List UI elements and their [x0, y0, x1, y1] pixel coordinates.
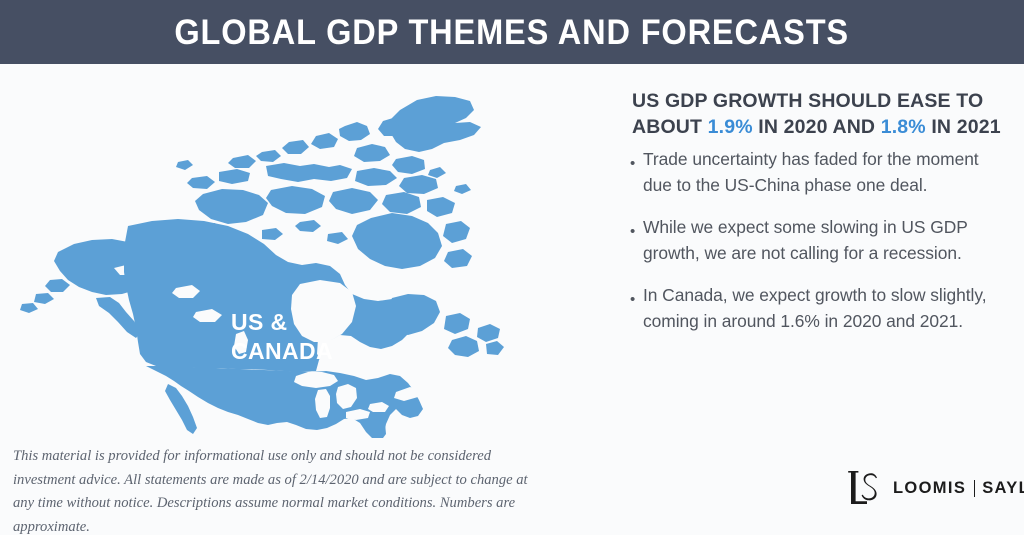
- list-item: • In Canada, we expect growth to slow sl…: [630, 283, 1012, 334]
- copy-panel: US GDP GROWTH SHOULD EASE TO ABOUT 1.9% …: [608, 64, 1024, 535]
- headline-line2-suffix: IN 2021: [925, 115, 1001, 138]
- content-area: US & CANADA This material is provided fo…: [0, 64, 1024, 535]
- headline: US GDP GROWTH SHOULD EASE TO ABOUT 1.9% …: [632, 89, 1008, 141]
- north-america-map: [0, 66, 608, 438]
- headline-value-2020: 1.9%: [707, 115, 753, 138]
- headline-line2-mid: IN 2020 AND: [752, 115, 881, 138]
- map-icon: [20, 96, 504, 438]
- logo-name-left: LOOMIS: [893, 478, 967, 497]
- headline-line1: US GDP GROWTH SHOULD EASE TO: [632, 90, 984, 112]
- bullet-marker-icon: •: [630, 291, 636, 309]
- logo-name-right: SAYLES: [982, 478, 1024, 497]
- bullet-marker-icon: •: [630, 155, 636, 172]
- list-item: • While we expect some slowing in US GDP…: [630, 215, 1012, 266]
- bullet-marker-icon: •: [630, 223, 636, 241]
- header-bar: GLOBAL GDP THEMES AND FORECASTS: [0, 0, 1024, 64]
- logo-wordmark: LOOMIS SAYLES: [893, 479, 1024, 498]
- disclaimer-text: This material is provided for informatio…: [13, 448, 528, 535]
- headline-line2-prefix: ABOUT: [632, 115, 708, 138]
- ls-monogram-icon: [846, 468, 880, 508]
- headline-value-2021: 1.8%: [880, 115, 926, 138]
- loomis-sayles-logo: LOOMIS SAYLES: [846, 468, 1024, 508]
- list-item: • Trade uncertainty has faded for the mo…: [630, 147, 1012, 198]
- bullet-text: Trade uncertainty has faded for the mome…: [643, 149, 979, 195]
- bullet-text: While we expect some slowing in US GDP g…: [643, 217, 968, 263]
- page-title: GLOBAL GDP THEMES AND FORECASTS: [174, 12, 850, 52]
- logo-divider: [974, 479, 976, 497]
- bullet-text: In Canada, we expect growth to slow slig…: [643, 285, 987, 331]
- map-panel: US & CANADA This material is provided fo…: [0, 64, 608, 535]
- bullet-list: • Trade uncertainty has faded for the mo…: [630, 147, 1012, 334]
